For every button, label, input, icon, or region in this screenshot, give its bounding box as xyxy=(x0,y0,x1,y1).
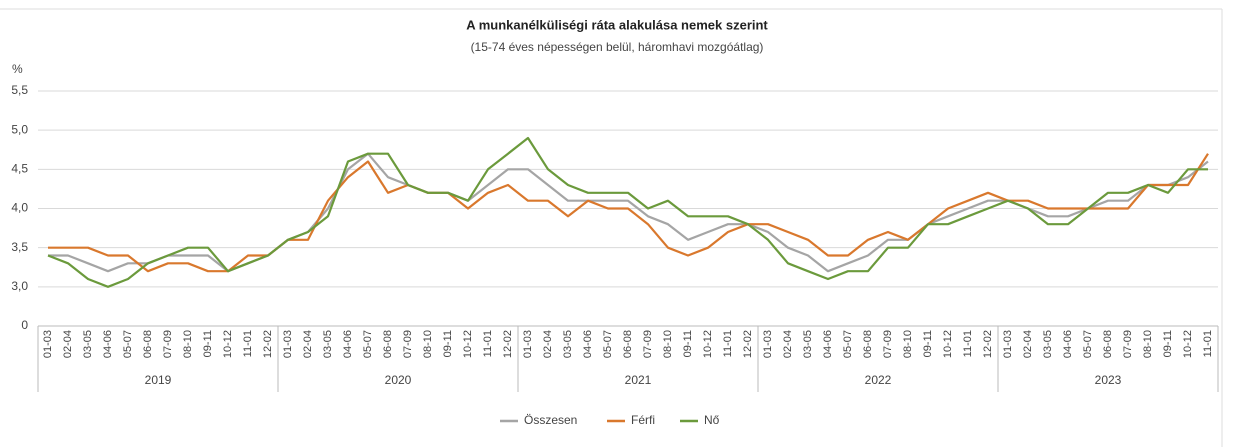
x-tick-label: 03-05 xyxy=(82,330,94,358)
x-tick-label: 09-11 xyxy=(202,330,214,357)
x-tick-label: 10-12 xyxy=(222,330,234,358)
x-tick-label: 12-02 xyxy=(502,330,514,358)
x-tick-label: 04-06 xyxy=(1062,330,1074,358)
x-tick-label: 03-05 xyxy=(802,330,814,358)
x-tick-label: 08-10 xyxy=(182,330,194,358)
x-tick-label: 08-10 xyxy=(662,330,674,358)
y-tick-label: 4,0 xyxy=(11,201,28,215)
x-tick-label: 06-08 xyxy=(862,330,874,358)
x-tick-label: 05-07 xyxy=(602,330,614,358)
chart-title: A munkanélküliségi ráta alakulása nemek … xyxy=(466,17,768,32)
x-tick-label: 06-08 xyxy=(382,330,394,358)
x-tick-label: 05-07 xyxy=(362,330,374,358)
x-tick-label: 02-04 xyxy=(542,330,554,358)
y-tick-label: 4,5 xyxy=(11,162,28,176)
x-tick-label: 03-05 xyxy=(322,330,334,358)
x-tick-label: 08-10 xyxy=(1142,330,1154,358)
series-line xyxy=(47,136,1208,288)
x-tick-label: 03-05 xyxy=(562,330,574,358)
x-tick-label: 04-06 xyxy=(342,330,354,358)
x-tick-label: 06-08 xyxy=(142,330,154,358)
y-axis-label: % xyxy=(12,62,23,76)
x-tick-label: 05-07 xyxy=(1082,330,1094,358)
x-tick-label: 07-09 xyxy=(882,330,894,358)
y-tick-label: 0 xyxy=(21,318,28,332)
group-label: 2022 xyxy=(865,373,892,387)
x-tick-label: 10-12 xyxy=(702,330,714,358)
y-tick-label: 3,0 xyxy=(11,279,28,293)
x-tick-label: 11-01 xyxy=(482,330,494,357)
x-tick-label: 10-12 xyxy=(942,330,954,358)
x-tick-label: 03-05 xyxy=(1042,330,1054,358)
x-tick-label: 07-09 xyxy=(162,330,174,358)
x-tick-label: 06-08 xyxy=(622,330,634,358)
x-tick-label: 09-11 xyxy=(682,330,694,357)
x-tick-label: 04-06 xyxy=(582,330,594,358)
x-tick-label: 06-08 xyxy=(1102,330,1114,358)
group-label: 2021 xyxy=(625,373,652,387)
x-tick-label: 07-09 xyxy=(1122,330,1134,358)
x-tick-label: 07-09 xyxy=(402,330,414,358)
x-tick-label: 10-12 xyxy=(462,330,474,358)
x-tick-label: 01-03 xyxy=(282,330,294,358)
x-tick-label: 05-07 xyxy=(842,330,854,358)
x-tick-label: 02-04 xyxy=(1022,330,1034,358)
legend-label: Férfi xyxy=(631,413,655,427)
x-tick-label: 04-06 xyxy=(822,330,834,358)
x-tick-label: 08-10 xyxy=(422,330,434,358)
x-tick-label: 02-04 xyxy=(62,330,74,358)
x-tick-label: 09-11 xyxy=(1162,330,1174,357)
x-tick-label: 01-03 xyxy=(762,330,774,358)
group-label: 2019 xyxy=(145,373,172,387)
x-tick-label: 11-01 xyxy=(722,330,734,357)
legend-label: Nő xyxy=(704,413,720,427)
x-tick-label: 11-01 xyxy=(1202,330,1214,357)
x-tick-label: 08-10 xyxy=(902,330,914,358)
x-tick-label: 01-03 xyxy=(1002,330,1014,358)
x-tick-label: 12-02 xyxy=(262,330,274,358)
y-tick-label: 5,0 xyxy=(11,122,28,136)
x-tick-label: 11-01 xyxy=(962,330,974,357)
x-tick-label: 09-11 xyxy=(442,330,454,357)
x-tick-label: 02-04 xyxy=(302,330,314,358)
x-tick-label: 05-07 xyxy=(122,330,134,358)
legend-label: Összesen xyxy=(524,413,577,427)
x-tick-label: 12-02 xyxy=(742,330,754,358)
x-tick-label: 07-09 xyxy=(642,330,654,358)
x-tick-label: 11-01 xyxy=(242,330,254,357)
group-label: 2023 xyxy=(1095,373,1122,387)
chart-subtitle: (15-74 éves népességen belül, háromhavi … xyxy=(471,40,764,54)
x-tick-label: 01-03 xyxy=(42,330,54,358)
y-tick-label: 5,5 xyxy=(11,83,28,97)
x-tick-label: 02-04 xyxy=(782,330,794,358)
group-label: 2020 xyxy=(385,373,412,387)
x-tick-label: 12-02 xyxy=(982,330,994,358)
x-tick-label: 09-11 xyxy=(922,330,934,357)
x-tick-label: 10-12 xyxy=(1182,330,1194,358)
x-tick-label: 04-06 xyxy=(102,330,114,358)
series-line xyxy=(48,153,1209,273)
x-tick-label: 01-03 xyxy=(522,330,534,358)
y-tick-label: 3,5 xyxy=(11,240,28,254)
